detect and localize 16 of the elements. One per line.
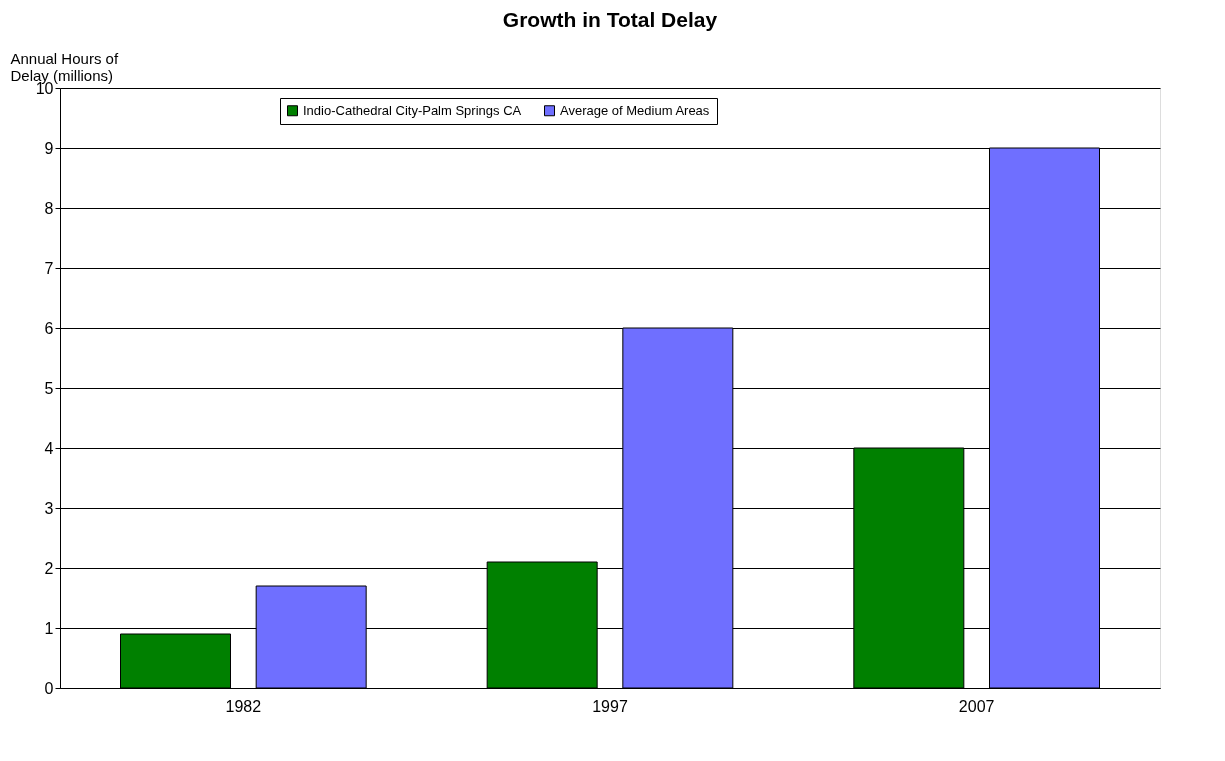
y-tick-label: 0 — [44, 679, 54, 697]
y-tick-label: 1 — [44, 619, 54, 637]
x-tick-label: 1982 — [225, 697, 262, 715]
x-tick-label: 1997 — [592, 697, 628, 715]
legend-label: Indio-Cathedral City-Palm Springs CA — [303, 102, 522, 118]
chart-title: Growth in Total Delay — [502, 8, 718, 31]
x-tick-label: 2007 — [958, 697, 995, 715]
y-tick-label: 3 — [44, 499, 54, 517]
y-tick-label: 9 — [44, 139, 54, 157]
y-tick-label: 6 — [44, 319, 54, 337]
y-tick-label: 7 — [44, 259, 54, 277]
y-tick-label: 5 — [44, 379, 54, 397]
y-tick-label: 4 — [44, 439, 54, 457]
legend-label: Average of Medium Areas — [560, 102, 710, 118]
y-tick-label: 2 — [44, 559, 54, 577]
y-tick-label: 8 — [44, 199, 54, 217]
